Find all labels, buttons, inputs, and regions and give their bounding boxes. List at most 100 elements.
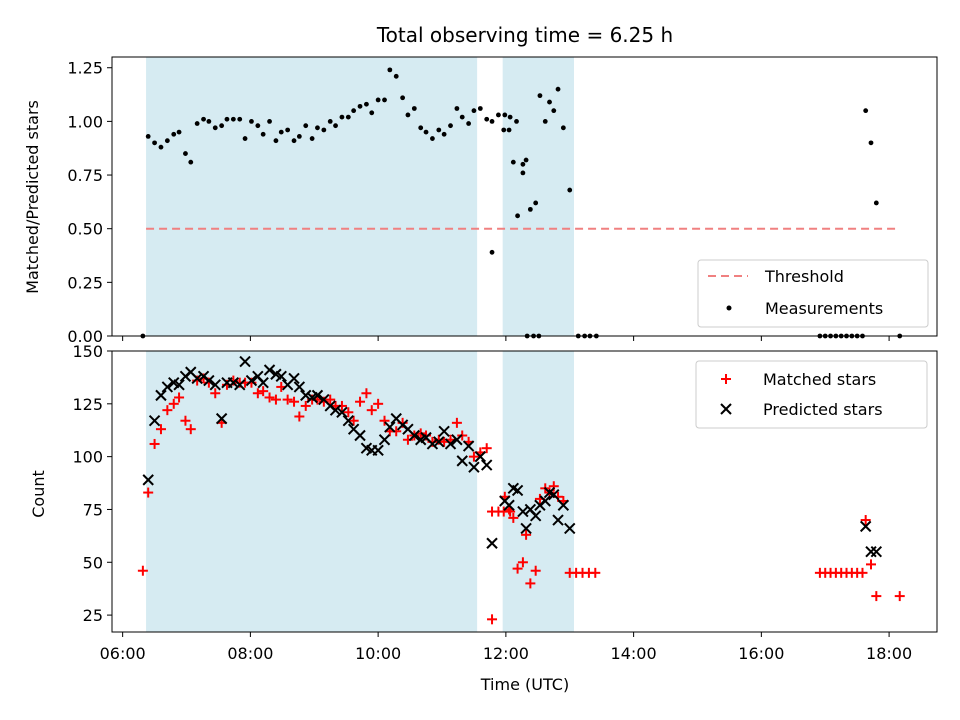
matched-star-marker [149,438,160,449]
measurement-point [206,118,212,124]
marker-stroke [539,495,551,507]
marker-stroke [503,499,515,511]
legend-matched-label: Matched stars [763,370,876,389]
measurement-point [255,123,261,129]
measurement-point [502,112,508,118]
measurement-point [393,73,399,79]
predicted-star-marker [245,374,258,387]
predicted-star-marker [142,474,154,486]
measurement-point [145,134,151,139]
measurement-point [364,101,369,107]
measurement-point [868,140,874,146]
marker-stroke [293,381,306,393]
marker-stroke [185,366,197,378]
predicted-star-marker [462,440,475,452]
marker-stroke [311,389,324,402]
marker-stroke [288,372,300,385]
measurement-point [448,123,453,129]
measurement-point [520,161,526,167]
matched-star-marker [366,405,377,416]
predicted-star-marker [227,376,240,389]
predicted-star-marker [511,484,524,497]
x-tick-label: 10:00 [355,644,401,663]
marker-stroke [161,381,174,393]
predicted-star-marker [548,488,560,501]
predicted-star-marker [433,436,445,448]
matched-star-marker [487,614,498,625]
marker-stroke [347,423,360,435]
marker-stroke [354,429,366,442]
matched-star-marker [168,398,179,409]
measurement-point [441,131,447,137]
legend-plus-marker [721,374,731,384]
bottom-panel: 25 50 75 100 125 150 06:00 08:00 10:00 12:00 14:0… [29,342,938,694]
marker-stroke [252,370,264,383]
predicted-star-marker [529,510,542,522]
measurement-point [260,131,266,137]
top-y-axis-label: Matched/Predicted stars [23,100,42,294]
y-tick-label: 75 [83,500,103,519]
legend-predicted-swatch [720,403,732,415]
matched-star-marker [355,396,366,407]
predicted-star-marker [191,372,203,385]
measurement-point [489,249,495,255]
marker-stroke [342,415,355,427]
measurement-point [400,95,406,101]
predicted-star-marker [288,372,300,385]
matched-star-marker [505,506,516,517]
measurement-point [501,127,507,133]
predicted-star-marker [870,546,883,558]
measurement-point [309,136,315,141]
matched-star-marker [143,487,154,498]
measurement-point [212,125,218,131]
measurement-point [405,112,411,118]
measurement-point [188,159,194,165]
legend-predicted-label: Predicted stars [763,400,883,419]
measurement-point [315,125,320,131]
measurement-point [466,121,472,126]
shaded-span [502,351,574,632]
matched-star-marker [894,591,905,602]
x-tick-label: 18:00 [866,644,912,663]
marker-stroke [520,522,532,535]
measurement-point [489,118,495,124]
measurement-point [496,112,501,118]
matched-star-marker [270,394,281,405]
matched-star-marker [325,394,336,405]
matched-star-marker [530,565,541,576]
predicted-star-marker [329,404,342,416]
matched-star-marker [174,392,185,403]
marker-stroke [870,546,883,558]
marker-stroke [543,486,556,499]
marker-stroke [191,372,203,385]
marker-stroke [426,438,439,450]
measurement-point [230,116,236,122]
predicted-star-marker [481,459,493,471]
matched-star-marker [451,417,462,428]
predicted-star-marker [503,499,515,511]
measurement-point [551,108,557,114]
marker-stroke [234,379,246,391]
measurement-point [436,127,442,133]
measurement-point [523,157,529,163]
predicted-star-marker [293,381,306,393]
predicted-star-marker [372,444,384,457]
matched-star-marker [525,578,536,589]
marker-stroke [372,444,384,457]
legend-measurements-swatch [726,305,732,311]
x-tick-label: 06:00 [100,644,146,663]
top-shaded-spans [146,57,574,336]
marker-stroke [227,376,240,389]
x-tick-label: 16:00 [738,644,784,663]
marker-stroke [155,389,167,402]
predicted-star-marker [161,381,174,393]
predicted-star-marker [342,415,355,427]
y-tick-label: 0.00 [67,327,103,346]
measurement-point [387,67,393,73]
predicted-star-marker [444,438,457,450]
x-tick-label: 08:00 [227,644,273,663]
measurement-point [249,118,254,124]
y-tick-label: 150 [72,342,103,361]
measurement-point [537,93,543,99]
matched-star-marker [481,443,492,454]
